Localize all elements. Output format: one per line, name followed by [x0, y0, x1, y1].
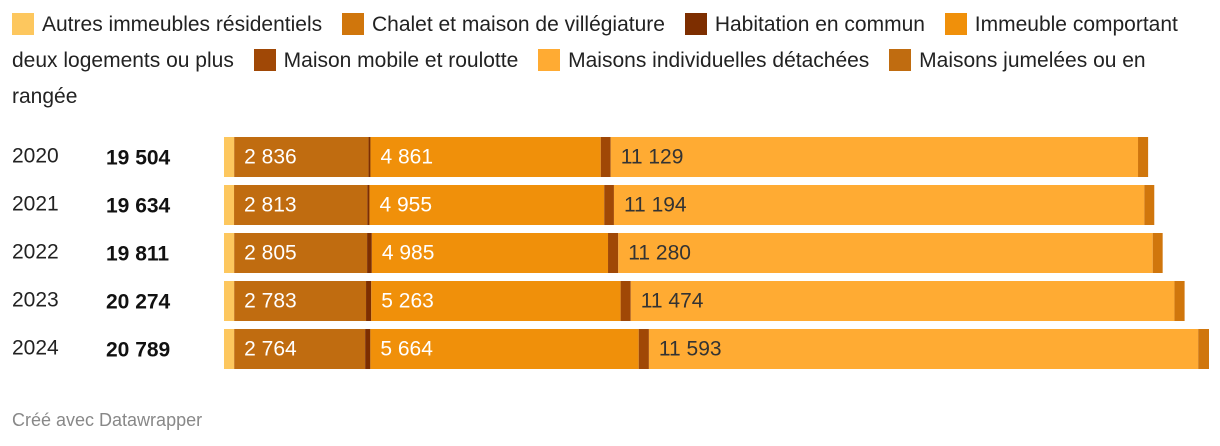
bar-segment	[234, 281, 367, 321]
total-label: 19 811	[106, 243, 169, 266]
bar-segment	[1152, 233, 1163, 273]
bar-segment	[610, 137, 1139, 177]
legend-label: Maisons individuelles détachées	[568, 49, 870, 72]
legend-swatch	[889, 49, 912, 71]
legend-item: Immeuble comportant deux logements ou pl…	[12, 13, 1178, 72]
value-label: 2 836	[244, 146, 297, 169]
legend-label: Maisons jumelées ou en rangée	[12, 49, 1146, 108]
bar-segment	[1144, 185, 1155, 225]
bar-segment	[224, 185, 235, 225]
value-label: 4 955	[379, 194, 432, 217]
value-label: 2 805	[244, 242, 297, 265]
legend-item: Maisons jumelées ou en rangée	[12, 49, 1146, 108]
bar-segment	[613, 185, 1145, 225]
bar-segment	[365, 329, 371, 369]
legend-item: Maisons individuelles détachées	[538, 49, 869, 72]
bar-segment	[234, 233, 368, 273]
bar-segment	[1138, 137, 1149, 177]
bar-segment	[618, 233, 1153, 273]
legend-swatch	[684, 13, 707, 35]
bar-segment	[638, 329, 649, 369]
value-label: 11 194	[624, 194, 687, 217]
value-label: 11 280	[628, 242, 691, 265]
total-label: 19 504	[106, 147, 171, 170]
bar-segment	[368, 137, 371, 177]
bar-segment	[648, 329, 1199, 369]
bar-segment	[234, 185, 368, 225]
bar-segment	[370, 329, 639, 369]
value-label: 2 783	[244, 290, 297, 313]
total-label: 19 634	[106, 195, 171, 218]
bar-segment	[224, 329, 235, 369]
bar-segment	[367, 233, 372, 273]
bar-segment	[371, 233, 609, 273]
bar-segment	[620, 281, 631, 321]
bar-segment	[366, 281, 372, 321]
value-label: 11 474	[641, 290, 704, 313]
bar-segment	[224, 281, 235, 321]
bar-segment	[371, 281, 621, 321]
value-label: 11 593	[659, 338, 722, 361]
legend-label: Habitation en commun	[714, 13, 925, 36]
value-label: 5 263	[381, 290, 434, 313]
footer: Créé avec Datawrapper	[12, 410, 203, 430]
year-label: 2023	[12, 289, 59, 312]
bar-segment	[370, 137, 601, 177]
bar-segment	[1198, 329, 1209, 369]
legend-label: Autres immeubles résidentiels	[42, 13, 323, 36]
total-label: 20 274	[106, 291, 171, 314]
bar-segment	[224, 137, 235, 177]
legend-item: Chalet et maison de villégiature	[341, 13, 665, 36]
bar-segment	[224, 233, 235, 273]
legend-label: Chalet et maison de villégiature	[371, 13, 665, 36]
value-label: 4 861	[380, 146, 433, 169]
bar-segment	[1174, 281, 1185, 321]
value-label: 2 813	[244, 194, 297, 217]
bar-segment	[600, 137, 611, 177]
bar-segment	[234, 329, 366, 369]
legend-label: Immeuble comportant deux logements ou pl…	[12, 13, 1178, 72]
year-label: 2024	[12, 337, 59, 360]
legend-item: Autres immeubles résidentiels	[12, 13, 322, 36]
year-label: 2020	[12, 145, 59, 168]
legend-swatch	[341, 13, 364, 35]
bar-segment	[369, 185, 605, 225]
total-label: 20 789	[106, 339, 170, 362]
bar-segment	[367, 185, 370, 225]
legend-item: Maison mobile et roulotte	[253, 49, 519, 72]
bar-segment	[630, 281, 1175, 321]
legend-swatch	[944, 13, 967, 35]
value-label: 11 129	[621, 146, 684, 169]
value-label: 5 664	[380, 338, 433, 361]
legend: Autres immeubles résidentiels Chalet et …	[12, 7, 1212, 115]
legend-swatch	[253, 49, 276, 71]
value-label: 2 764	[244, 338, 297, 361]
year-label: 2022	[12, 241, 59, 264]
bar-segment	[234, 137, 369, 177]
bar-segment	[608, 233, 619, 273]
legend-swatch	[538, 49, 561, 71]
legend-label: Maison mobile et roulotte	[283, 49, 519, 72]
legend-swatch	[12, 13, 34, 35]
bar-segment	[604, 185, 614, 225]
value-label: 4 985	[382, 242, 435, 265]
year-label: 2021	[12, 193, 59, 216]
legend-item: Habitation en commun	[684, 13, 925, 36]
